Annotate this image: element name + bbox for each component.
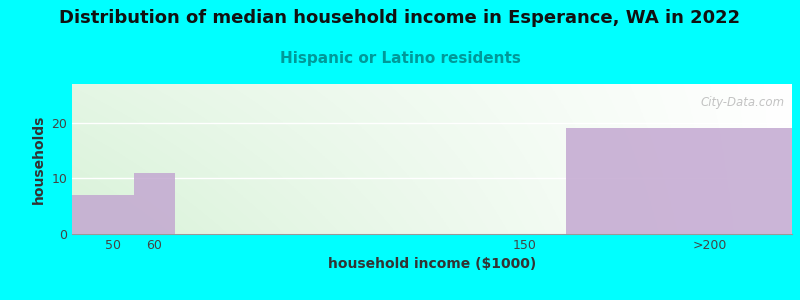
X-axis label: household income ($1000): household income ($1000)	[328, 257, 536, 272]
Bar	[566, 128, 792, 234]
Bar	[134, 173, 175, 234]
Text: Hispanic or Latino residents: Hispanic or Latino residents	[279, 51, 521, 66]
Text: Distribution of median household income in Esperance, WA in 2022: Distribution of median household income …	[59, 9, 741, 27]
Y-axis label: households: households	[32, 114, 46, 204]
Text: City-Data.com: City-Data.com	[701, 96, 785, 109]
Bar	[72, 195, 134, 234]
